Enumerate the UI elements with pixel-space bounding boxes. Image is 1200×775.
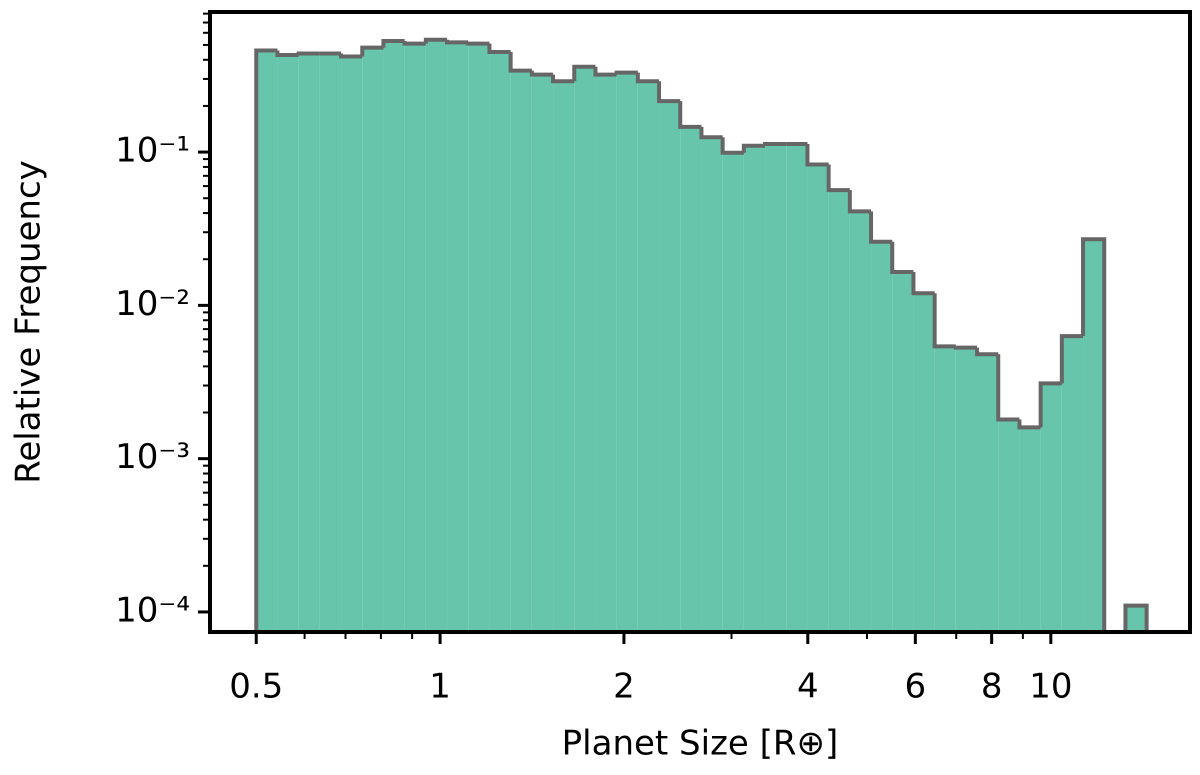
bar-outline [890, 241, 914, 275]
bar-outline [699, 126, 723, 140]
bar [849, 211, 872, 632]
bar [404, 43, 426, 632]
axes-frame [208, 10, 1192, 634]
bar-outline [720, 137, 744, 155]
bar-outline [423, 37, 448, 44]
y-tick-label: 10⁻² [115, 284, 190, 324]
bar [807, 164, 829, 632]
bar-outline [657, 81, 681, 104]
bar [871, 241, 893, 632]
bar [659, 101, 681, 633]
bar-outline [360, 45, 384, 57]
bar [934, 346, 956, 632]
bar-outline [508, 51, 532, 73]
bar-outline [381, 39, 405, 48]
bar-outline [975, 347, 999, 357]
y-tick-label: 10⁻¹ [115, 131, 190, 171]
y-axis-label: Relative Frequency [9, 160, 49, 484]
bar-outline [1017, 419, 1041, 430]
bar [277, 54, 299, 633]
bar-outline [402, 41, 426, 46]
bar [468, 43, 490, 632]
bar [722, 152, 744, 632]
bar-outline [678, 101, 702, 129]
bar [743, 145, 766, 632]
bar-outline [805, 143, 829, 167]
bar-outline [996, 354, 1020, 422]
bar [701, 137, 723, 632]
bar [447, 42, 469, 632]
bar [553, 81, 575, 633]
bar-outline [1123, 603, 1149, 632]
bar [319, 53, 342, 632]
bar-outline [1059, 334, 1084, 384]
bar [362, 47, 384, 632]
bar-outline [911, 272, 935, 296]
bar [256, 50, 278, 633]
x-tick-label: 10 [1029, 667, 1072, 707]
bar [680, 126, 702, 632]
bar [955, 347, 978, 632]
bar [765, 143, 787, 632]
x-tick-label: 8 [981, 667, 1003, 707]
bar-outline [339, 53, 363, 59]
bar [998, 419, 1020, 632]
bar [425, 39, 448, 632]
bar [1061, 336, 1084, 632]
bar-outline [254, 48, 278, 632]
bar-outline [847, 190, 872, 214]
bar-outline [487, 43, 511, 54]
bar [977, 354, 999, 632]
bar-outline [572, 64, 596, 82]
bar [828, 190, 850, 632]
bar-outline [445, 39, 469, 45]
x-tick-label: 0.5 [229, 667, 283, 707]
bar [574, 66, 596, 632]
x-axis-label: Planet Size [R⊕] [562, 724, 839, 764]
bar [637, 81, 660, 633]
bar [1083, 239, 1105, 632]
bar-outline [932, 293, 956, 349]
bar [341, 56, 363, 632]
x-tick-label: 1 [429, 667, 451, 707]
y-tick-label: 10⁻⁴ [115, 590, 190, 630]
bar-outline [1081, 237, 1107, 632]
bar-outline [529, 70, 554, 77]
bar-outline [763, 141, 787, 146]
bar-outline [275, 50, 299, 57]
bar-outline [1038, 381, 1062, 428]
bar [1019, 427, 1041, 632]
bar [1040, 383, 1062, 632]
bar-outline [593, 66, 617, 77]
bar-outline [869, 211, 893, 244]
bar [892, 272, 914, 632]
bar [510, 70, 532, 632]
x-tick-label: 4 [797, 667, 819, 707]
bar-outline [953, 345, 978, 350]
bar [786, 143, 808, 632]
bar [489, 51, 511, 632]
x-tick-label: 6 [905, 667, 927, 707]
x-tick-label: 2 [613, 667, 635, 707]
bar-outline [614, 70, 638, 75]
bar-outline [466, 41, 490, 46]
bar [1125, 605, 1147, 632]
y-tick-label: 10⁻³ [115, 437, 190, 477]
bar [531, 74, 554, 632]
bar-outline [826, 164, 850, 193]
bar-outline [296, 51, 320, 56]
bar [616, 72, 638, 632]
bar-outline [635, 72, 660, 84]
bar [383, 41, 405, 632]
bar [298, 53, 320, 632]
bar-outline [551, 74, 575, 84]
bar-outline [741, 143, 766, 153]
bar [913, 293, 935, 632]
bar [595, 74, 617, 632]
